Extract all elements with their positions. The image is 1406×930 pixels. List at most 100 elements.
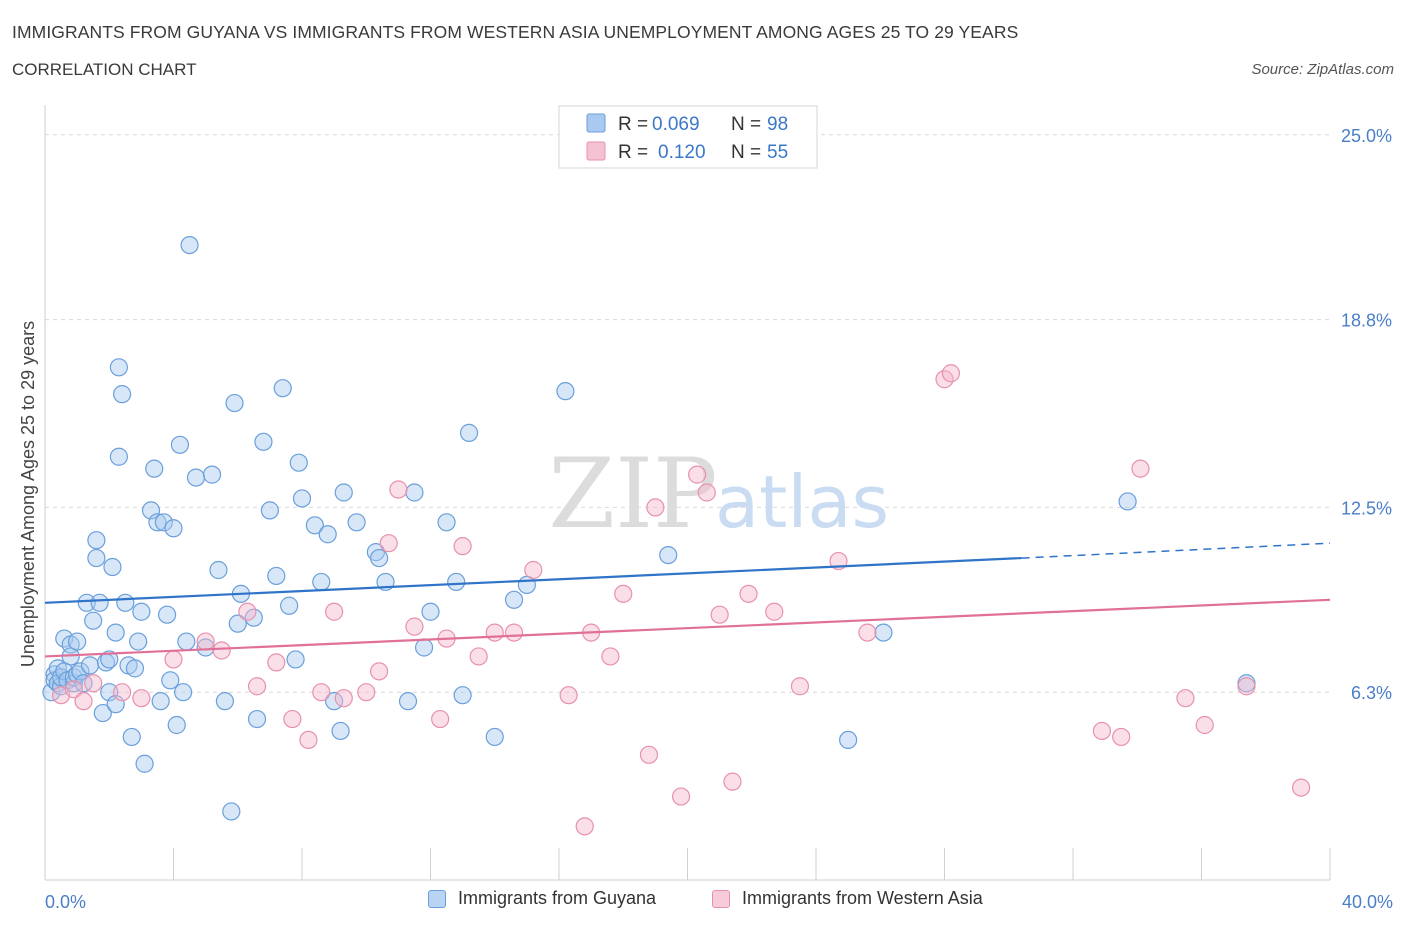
data-point-guyana [80, 656, 100, 675]
data-point-western-asia [710, 605, 729, 624]
data-point-western-asia [614, 584, 633, 603]
data-point-guyana [87, 548, 106, 568]
data-point-guyana [164, 519, 183, 538]
data-point-western-asia [1195, 715, 1214, 735]
data-point-western-asia [723, 772, 742, 791]
data-point-guyana [659, 545, 678, 565]
data-point-western-asia [739, 584, 758, 603]
legend-bottom: Immigrants from Guyana Immigrants from W… [0, 888, 1406, 918]
data-point-guyana [74, 674, 93, 693]
data-point-guyana [254, 432, 273, 451]
watermark-zip: ZIP [548, 438, 717, 550]
data-point-western-asia [312, 683, 331, 702]
data-point-guyana [225, 393, 244, 413]
data-point-western-asia [325, 602, 344, 621]
data-point-guyana [215, 692, 234, 711]
x-tick-label-max: 40.0% [1342, 892, 1393, 912]
data-point-western-asia [1131, 459, 1150, 478]
data-point-guyana [334, 483, 353, 502]
data-point-guyana [556, 382, 575, 401]
data-point-western-asia [858, 623, 877, 642]
legend-item-guyana: Immigrants from Guyana [428, 888, 656, 909]
legend-bottom-swatch-guyana [428, 889, 446, 908]
data-point-guyana [331, 721, 350, 741]
legend-swatch-guyana [586, 113, 606, 133]
data-point-western-asia [212, 641, 231, 660]
data-point-guyana [485, 727, 504, 747]
data-point-guyana [312, 572, 331, 592]
data-point-guyana [286, 650, 305, 669]
data-point-guyana [459, 423, 479, 442]
watermark: ZIP atlas [548, 438, 889, 550]
legend-box: R = 0.069 N = 98 R = 0.120 N = 55 [558, 105, 818, 169]
data-point-guyana [100, 650, 119, 669]
data-point-guyana [129, 632, 148, 651]
legend-item-western-asia: Immigrants from Western Asia [712, 888, 983, 909]
data-point-western-asia [697, 483, 716, 502]
data-point-guyana [398, 692, 418, 711]
data-point-guyana [161, 671, 180, 690]
chart-title: IMMIGRANTS FROM GUYANA VS IMMIGRANTS FRO… [12, 22, 1019, 42]
data-point-western-asia [639, 745, 659, 764]
data-point-guyana [447, 572, 466, 592]
data-point-guyana [154, 513, 173, 532]
data-point-guyana [228, 614, 247, 633]
y-tick-label: 12.5% [1341, 498, 1392, 518]
data-point-western-asia [357, 683, 376, 702]
data-point-guyana [148, 513, 167, 532]
data-point-western-asia [504, 623, 524, 642]
data-point-guyana [437, 513, 456, 532]
data-point-guyana [125, 659, 145, 678]
data-point-guyana [135, 754, 154, 773]
data-point-western-asia [164, 650, 183, 669]
data-point-guyana [151, 692, 170, 711]
data-point-western-asia [790, 677, 810, 696]
data-point-guyana [267, 566, 286, 586]
y-axis-label: Unemployment Among Ages 25 to 29 years [18, 321, 38, 667]
data-point-guyana [87, 531, 106, 550]
legend-bottom-swatch-western-asia [712, 889, 730, 908]
legend-n-label-western-asia: N = [731, 142, 761, 163]
data-point-guyana [90, 593, 109, 612]
chart-subtitle: CORRELATION CHART [12, 60, 197, 79]
data-point-western-asia [267, 653, 286, 672]
data-point-guyana [112, 385, 132, 404]
data-point-guyana [132, 602, 151, 621]
data-point-western-asia [112, 683, 132, 702]
data-point-guyana [145, 459, 164, 478]
data-point-western-asia [196, 632, 215, 651]
data-point-guyana [71, 662, 90, 681]
data-point-guyana [292, 489, 312, 508]
data-point-western-asia [379, 534, 398, 553]
legend-r-label-guyana: R = [618, 114, 648, 135]
data-point-western-asia [283, 709, 302, 729]
legend-r-value-western-asia: 0.120 [658, 142, 706, 163]
data-point-western-asia [334, 689, 353, 708]
tick-labels: 6.3% 12.5% 18.8% 25.0% 0.0% 40.0% [45, 126, 1393, 912]
data-point-western-asia [485, 623, 504, 642]
y-tick-label: 25.0% [1341, 126, 1392, 146]
data-point-guyana [260, 501, 279, 520]
trend-lines [44, 542, 1331, 658]
data-point-guyana [305, 516, 324, 535]
data-point-guyana [68, 632, 87, 651]
data-point-guyana [414, 638, 434, 657]
data-point-guyana [280, 596, 299, 615]
data-point-western-asia [671, 787, 691, 806]
data-point-western-asia [453, 537, 472, 556]
data-point-guyana [68, 665, 87, 684]
data-point-western-asia [84, 674, 103, 693]
data-point-western-asia [238, 602, 257, 621]
data-point-guyana [874, 623, 893, 642]
data-point-western-asia [601, 647, 620, 666]
legend-n-value-guyana: 98 [767, 114, 788, 135]
data-point-guyana [109, 358, 128, 377]
data-point-guyana [421, 602, 440, 621]
trend-line-guyana [44, 556, 1022, 604]
data-point-guyana [167, 715, 186, 735]
data-point-guyana [1118, 492, 1137, 511]
data-point-western-asia [389, 480, 408, 499]
data-point-guyana [106, 623, 125, 642]
data-point-western-asia [1237, 677, 1256, 696]
